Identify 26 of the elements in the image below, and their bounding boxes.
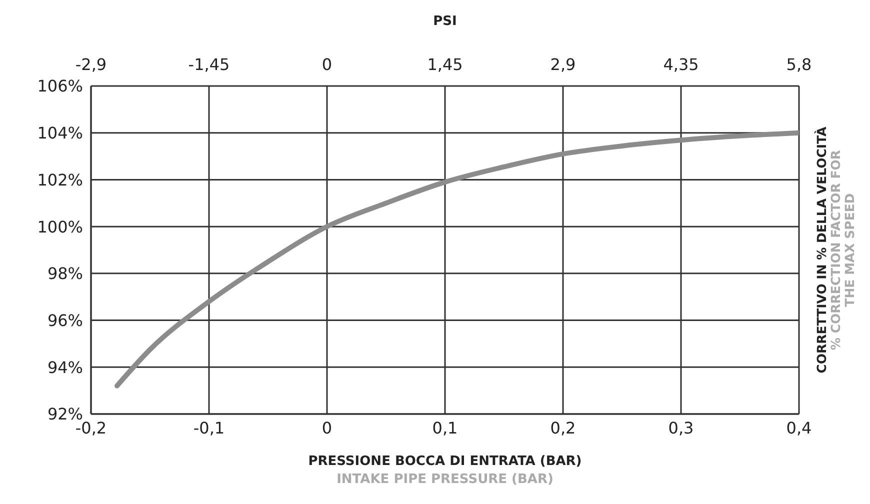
- y-axis-title: CORRETTIVO IN % DELLA VELOCITÀ: [814, 126, 829, 374]
- text: % CORRECTION FACTOR FOR THE MAX SPEED: [828, 148, 857, 352]
- x-tick-label: 0,3: [668, 418, 694, 438]
- y-tick-label: 92%: [47, 404, 83, 424]
- y-tick-label: 104%: [37, 124, 83, 143]
- x-axis-title: PRESSIONE BOCCA DI ENTRATA (BAR): [307, 454, 583, 469]
- y-tick-label: 94%: [47, 358, 83, 377]
- x-tick-label: 0,1: [432, 418, 458, 438]
- x2-tick-label: 1,45: [427, 55, 463, 74]
- x-tick-label: 0,2: [550, 418, 576, 438]
- x2-tick-label: -1,45: [188, 55, 230, 74]
- x2-axis-title: PSI: [432, 14, 458, 29]
- y-tick-label: 96%: [47, 310, 83, 330]
- x-tick-label: 0: [322, 418, 332, 438]
- y-tick-label: 98%: [47, 264, 83, 284]
- y-tick-label: 106%: [37, 76, 83, 96]
- x2-tick-label: 2,9: [550, 55, 576, 74]
- y-tick-label: 102%: [37, 170, 83, 190]
- x2-tick-label: 4,35: [663, 55, 699, 74]
- x2-tick-label: 0: [322, 55, 332, 74]
- text: INTAKE PIPE PRESSURE (BAR): [336, 472, 554, 487]
- x-tick-label: 0,4: [786, 418, 812, 438]
- x-tick-label: -0,1: [193, 418, 225, 438]
- y-tick-label: 100%: [37, 217, 83, 236]
- x2-tick-label: 5,8: [786, 55, 812, 74]
- x2-tick-label: -2,9: [75, 55, 107, 74]
